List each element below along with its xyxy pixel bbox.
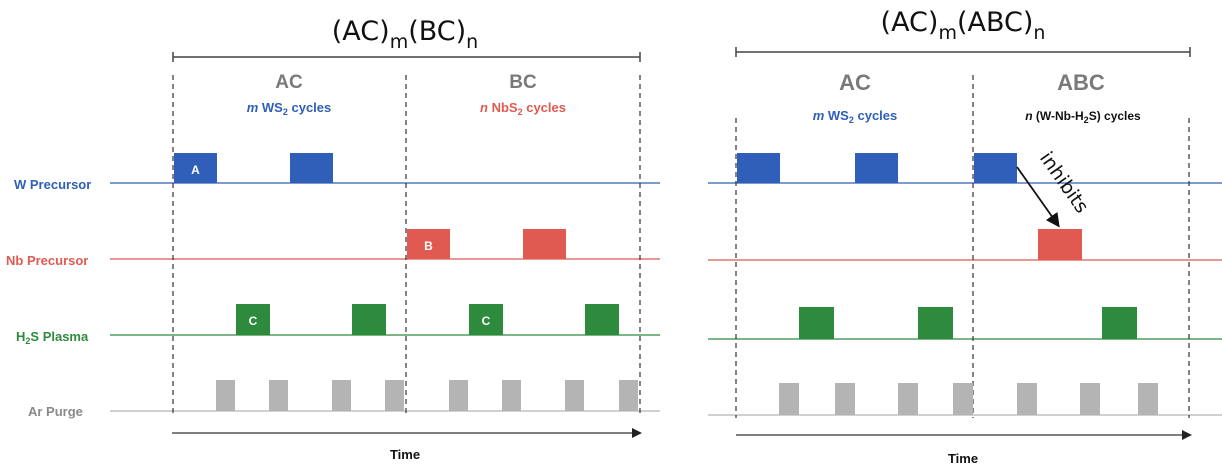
left-panel-title: (AC)m(BC)n [332,16,478,53]
left-phase1-cycles: m WS2 cycles [247,100,332,117]
left-h2s-pulse-letter-1: C [249,314,258,328]
right-h2s-pulse-1 [799,307,834,339]
left-ar-pulse-6 [502,380,521,411]
row-label-ar-purge: Ar Purge [28,404,83,419]
right-phase1-cycles: m WS2 cycles [813,108,898,125]
left-ar-pulse-7 [565,380,584,411]
right-h2s-pulse-3 [1102,307,1137,339]
left-ar-pulse-4 [385,380,404,411]
left-h2s-pulse-4 [585,304,619,335]
left-h2s-pulse-2 [352,304,386,335]
left-h2s-pulse-letter-2: C [482,314,491,328]
right-ar-pulse-6 [1080,383,1100,415]
left-phase2-name: BC [509,72,537,93]
right-panel-title: (AC)m(ABC)n [881,7,1046,44]
left-phase2-cycles: n NbS2 cycles [480,100,566,117]
left-ar-pulse-5 [449,380,468,411]
right-h2s-pulse-2 [918,307,953,339]
left-w-pulse-letter: A [191,163,200,177]
left-ar-pulse-8 [619,380,638,411]
left-nb-pulse-2 [523,229,566,259]
right-w-pulse-2 [855,153,898,183]
left-h2s-pulse-1 [236,304,270,335]
right-ar-pulse-1 [779,383,799,415]
inhibits-arrow [1016,166,1060,228]
right-phase2-name: ABC [1057,70,1105,95]
left-h2s-pulse-3 [469,304,503,335]
left-nb-pulse-letter: B [424,239,433,253]
left-time-label: Time [390,447,420,462]
right-ar-pulse-3 [898,383,918,415]
left-w-pulse-1 [174,153,217,183]
right-phase1-name: AC [839,70,871,95]
row-label-nb-precursor: Nb Precursor [6,253,88,268]
right-ar-pulse-2 [835,383,855,415]
right-w-pulse-3 [974,153,1017,183]
left-ar-pulse-3 [332,380,351,411]
right-w-pulse-1 [737,153,780,183]
right-ar-pulse-5 [1017,383,1037,415]
left-w-pulse-2 [290,153,333,183]
right-ar-pulse-7 [1138,383,1158,415]
row-label-h2s-plasma: H2S Plasma [16,329,89,346]
right-time-label: Time [948,451,978,466]
right-nb-pulse [1038,229,1082,260]
left-panel: (AC)m(BC)n AC m WS2 cycles BC n NbS2 cyc… [110,16,660,462]
left-ar-pulse-1 [216,380,235,411]
right-panel: (AC)m(ABC)n AC m WS2 cycles ABC n (W-Nb-… [708,7,1222,466]
right-phase2-cycles: n (W-Nb-H2S) cycles [1025,109,1141,125]
left-nb-pulse-1 [407,229,450,259]
left-ar-pulse-2 [269,380,288,411]
row-label-w-precursor: W Precursor [14,177,91,192]
left-phase1-name: AC [275,72,303,93]
right-ar-pulse-4 [953,383,973,415]
